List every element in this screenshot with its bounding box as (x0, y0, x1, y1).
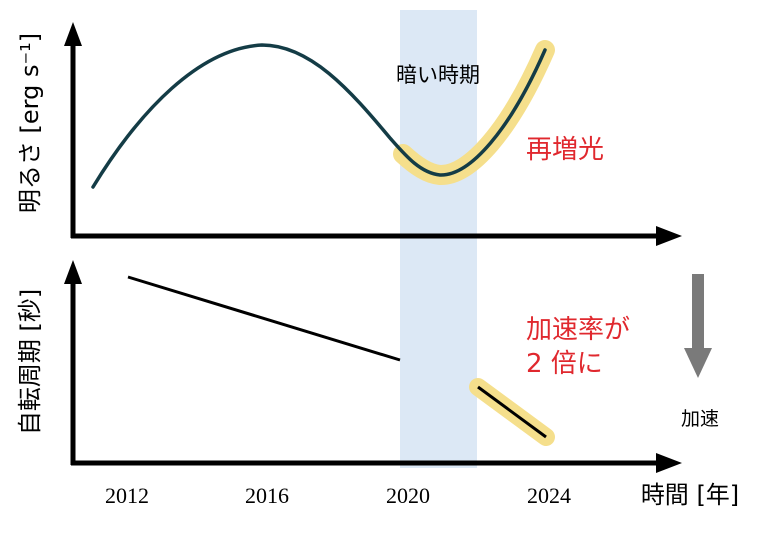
x-axis-label: 時間 [年] (641, 481, 739, 509)
x-tick-2020: 2020 (386, 483, 430, 508)
brightness-curve (91, 43, 547, 189)
bottom-y-axis-label: 自転周期 [秒] (16, 289, 44, 435)
acceleration-arrow-shaft (692, 274, 704, 350)
bottom-y-axis-arrowhead (64, 260, 82, 284)
spin-period-line-before (127, 275, 401, 362)
x-tick-2016: 2016 (245, 483, 289, 508)
bottom-panel: 加速率が 2 倍に 加速 自転周期 [秒] (16, 260, 719, 473)
spin-period-line-after (477, 385, 547, 439)
top-panel: 暗い時期 再増光 明るさ [erg s⁻¹] (16, 22, 682, 246)
x-tick-2024: 2024 (527, 483, 571, 508)
x-tick-2012: 2012 (105, 483, 149, 508)
top-y-axis-arrowhead (64, 22, 82, 46)
acceleration-note-line1: 加速率が (526, 315, 630, 345)
rebrightening-label: 再増光 (526, 135, 604, 165)
acceleration-arrow-label: 加速 (681, 408, 719, 430)
top-x-axis-arrowhead (656, 226, 682, 246)
acceleration-arrow-head (684, 348, 712, 378)
bottom-x-axis-arrowhead (656, 453, 682, 473)
top-y-axis-label: 明るさ [erg s⁻¹] (16, 33, 44, 213)
dark-period-band (400, 10, 477, 468)
dark-period-label: 暗い時期 (396, 63, 480, 87)
x-tick-labels: 2012 2016 2020 2024 (105, 483, 571, 508)
acceleration-note-line2: 2 倍に (526, 349, 603, 379)
